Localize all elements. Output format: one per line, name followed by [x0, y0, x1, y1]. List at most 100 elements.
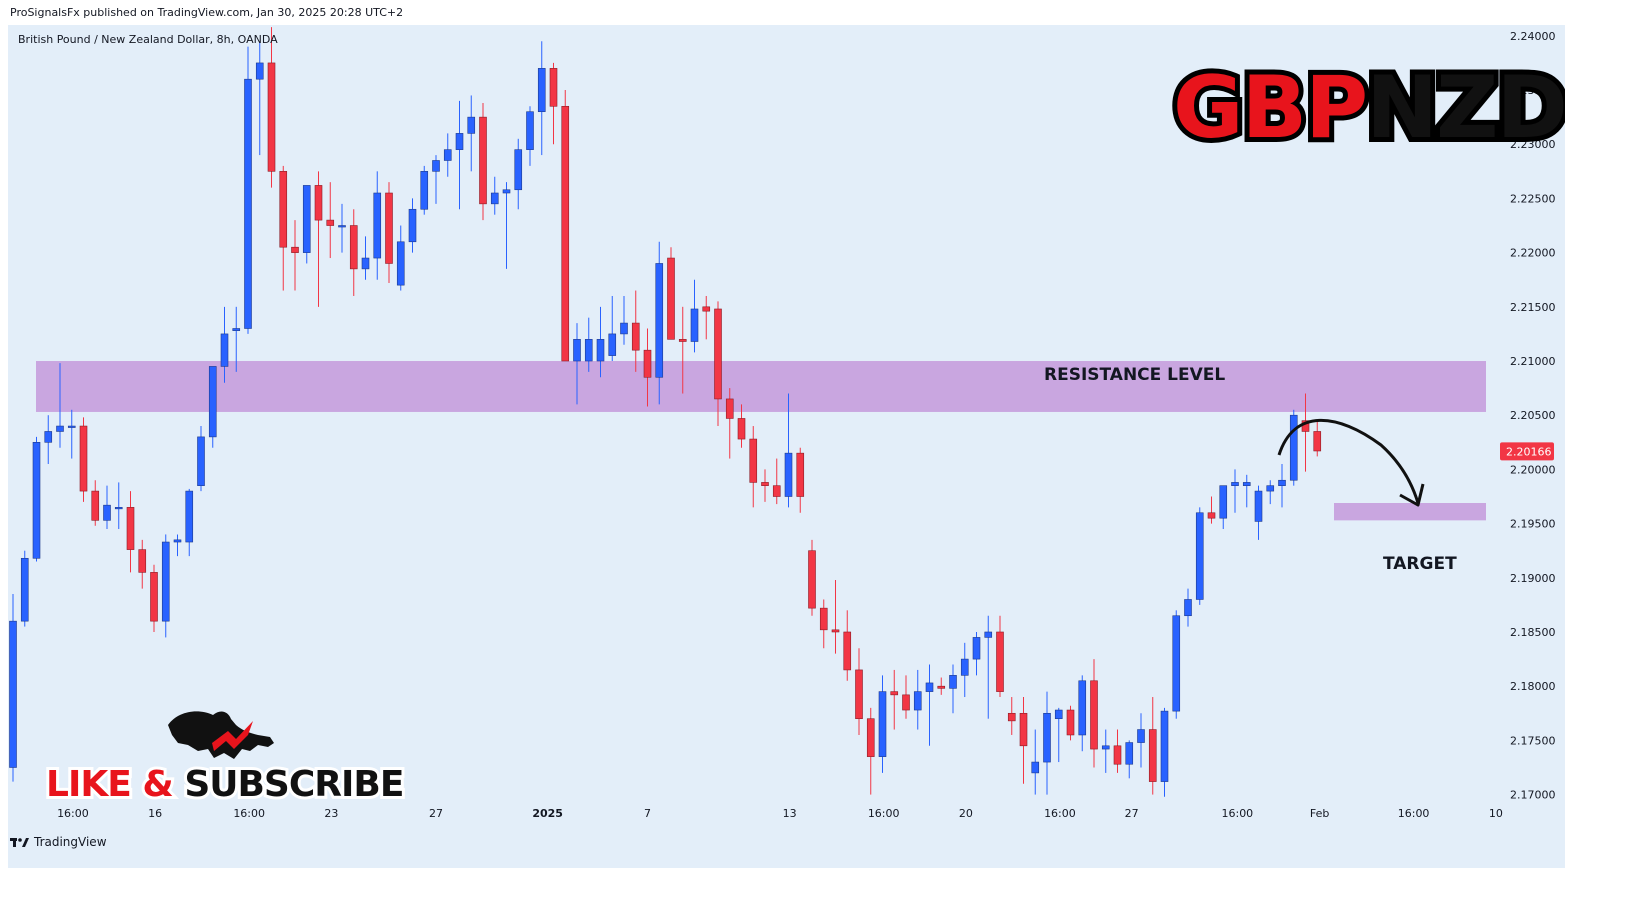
- candle-body[interactable]: [855, 669, 863, 720]
- candle-body[interactable]: [1289, 414, 1298, 481]
- candle-body[interactable]: [267, 62, 276, 172]
- candle-body[interactable]: [1184, 599, 1192, 617]
- time-axis-background[interactable]: [8, 802, 1565, 868]
- candle-body[interactable]: [420, 171, 429, 210]
- candle-body[interactable]: [185, 490, 194, 543]
- candle-body[interactable]: [502, 189, 511, 194]
- candle-body[interactable]: [291, 246, 299, 253]
- candle-body[interactable]: [772, 485, 781, 497]
- candle-body[interactable]: [925, 682, 934, 692]
- candle-body[interactable]: [761, 482, 769, 486]
- candle-body[interactable]: [690, 308, 699, 342]
- candle-body[interactable]: [878, 691, 887, 757]
- candle-body[interactable]: [197, 436, 205, 486]
- candle-body[interactable]: [67, 425, 76, 428]
- candle-body[interactable]: [819, 607, 828, 631]
- candle-body[interactable]: [996, 631, 1004, 692]
- candle-body[interactable]: [361, 257, 370, 270]
- candle-body[interactable]: [843, 631, 852, 671]
- candle-body[interactable]: [126, 507, 135, 550]
- candle-body[interactable]: [244, 78, 252, 329]
- candle-body[interactable]: [56, 425, 64, 432]
- candle-body[interactable]: [1101, 745, 1110, 750]
- candle-body[interactable]: [161, 541, 170, 622]
- candle-body[interactable]: [302, 185, 311, 253]
- candle-body[interactable]: [608, 333, 617, 356]
- candle-body[interactable]: [796, 452, 805, 497]
- candle-body[interactable]: [373, 192, 382, 259]
- candle-body[interactable]: [784, 452, 793, 497]
- candle-body[interactable]: [902, 694, 910, 711]
- candle-body[interactable]: [960, 658, 969, 676]
- candle-body[interactable]: [1172, 615, 1181, 712]
- candle-body[interactable]: [150, 572, 158, 622]
- candle-body[interactable]: [208, 366, 217, 438]
- candle-body[interactable]: [1148, 729, 1157, 782]
- candle-body[interactable]: [279, 171, 288, 248]
- candle-body[interactable]: [972, 637, 981, 660]
- candle-body[interactable]: [1031, 761, 1040, 774]
- candle-body[interactable]: [667, 257, 675, 340]
- price-chart[interactable]: 2.24000 2.23500 2.23000 2.22500 2.22000 2.215…: [8, 25, 1565, 868]
- candle-body[interactable]: [1231, 482, 1239, 486]
- candle-body[interactable]: [1078, 680, 1087, 736]
- candle-body[interactable]: [91, 490, 100, 521]
- candle-body[interactable]: [526, 111, 534, 150]
- candle-body[interactable]: [44, 431, 53, 443]
- candle-body[interactable]: [1090, 680, 1098, 750]
- candle-body[interactable]: [1254, 490, 1263, 522]
- candle-body[interactable]: [537, 68, 546, 113]
- candle-body[interactable]: [173, 539, 182, 543]
- candle-body[interactable]: [984, 631, 993, 638]
- candle-body[interactable]: [1125, 742, 1134, 765]
- candle-body[interactable]: [79, 425, 88, 492]
- candle-body[interactable]: [103, 504, 111, 521]
- candle-body[interactable]: [949, 675, 957, 689]
- chart-frame[interactable]: 2.24000 2.23500 2.23000 2.22500 2.22000 2.215…: [8, 25, 1565, 868]
- candle-body[interactable]: [138, 549, 147, 573]
- candle-body[interactable]: [1278, 479, 1286, 486]
- candle-body[interactable]: [443, 149, 452, 161]
- candle-body[interactable]: [561, 105, 570, 362]
- candle-body[interactable]: [1137, 729, 1145, 743]
- candle-body[interactable]: [396, 241, 405, 286]
- candle-body[interactable]: [338, 225, 346, 228]
- candle-body[interactable]: [349, 225, 358, 270]
- candle-body[interactable]: [232, 328, 241, 331]
- candle-body[interactable]: [584, 339, 593, 362]
- candle-body[interactable]: [1160, 710, 1169, 782]
- candle-body[interactable]: [866, 718, 875, 757]
- candle-body[interactable]: [1019, 712, 1028, 747]
- candle-body[interactable]: [620, 322, 628, 335]
- candle-body[interactable]: [385, 192, 393, 264]
- candle-body[interactable]: [9, 620, 17, 768]
- candle-body[interactable]: [655, 263, 664, 378]
- candle-body[interactable]: [1043, 712, 1051, 763]
- candle-body[interactable]: [20, 557, 29, 622]
- candle-body[interactable]: [725, 398, 734, 419]
- candle-body[interactable]: [1113, 745, 1122, 765]
- candle-body[interactable]: [808, 550, 816, 609]
- candle-body[interactable]: [913, 691, 922, 711]
- candle-body[interactable]: [1066, 709, 1075, 736]
- candle-body[interactable]: [114, 507, 123, 510]
- candle-body[interactable]: [432, 160, 440, 172]
- candle-body[interactable]: [573, 339, 581, 362]
- candle-body[interactable]: [408, 208, 417, 243]
- candle-body[interactable]: [479, 116, 487, 205]
- candle-body[interactable]: [749, 438, 758, 483]
- candle-body[interactable]: [937, 685, 946, 689]
- candle-body[interactable]: [702, 306, 711, 312]
- candle-body[interactable]: [1313, 431, 1322, 452]
- tradingview-footer[interactable]: TradingView: [10, 835, 107, 849]
- candle-body[interactable]: [714, 308, 722, 400]
- candle-body[interactable]: [1195, 512, 1204, 600]
- candle-body[interactable]: [643, 349, 652, 378]
- candle-body[interactable]: [890, 691, 899, 696]
- candle-body[interactable]: [467, 116, 476, 134]
- candle-body[interactable]: [831, 629, 840, 633]
- candle-body[interactable]: [1007, 712, 1016, 722]
- candle-body[interactable]: [631, 322, 640, 351]
- candle-body[interactable]: [1219, 485, 1228, 519]
- candle-body[interactable]: [455, 133, 464, 150]
